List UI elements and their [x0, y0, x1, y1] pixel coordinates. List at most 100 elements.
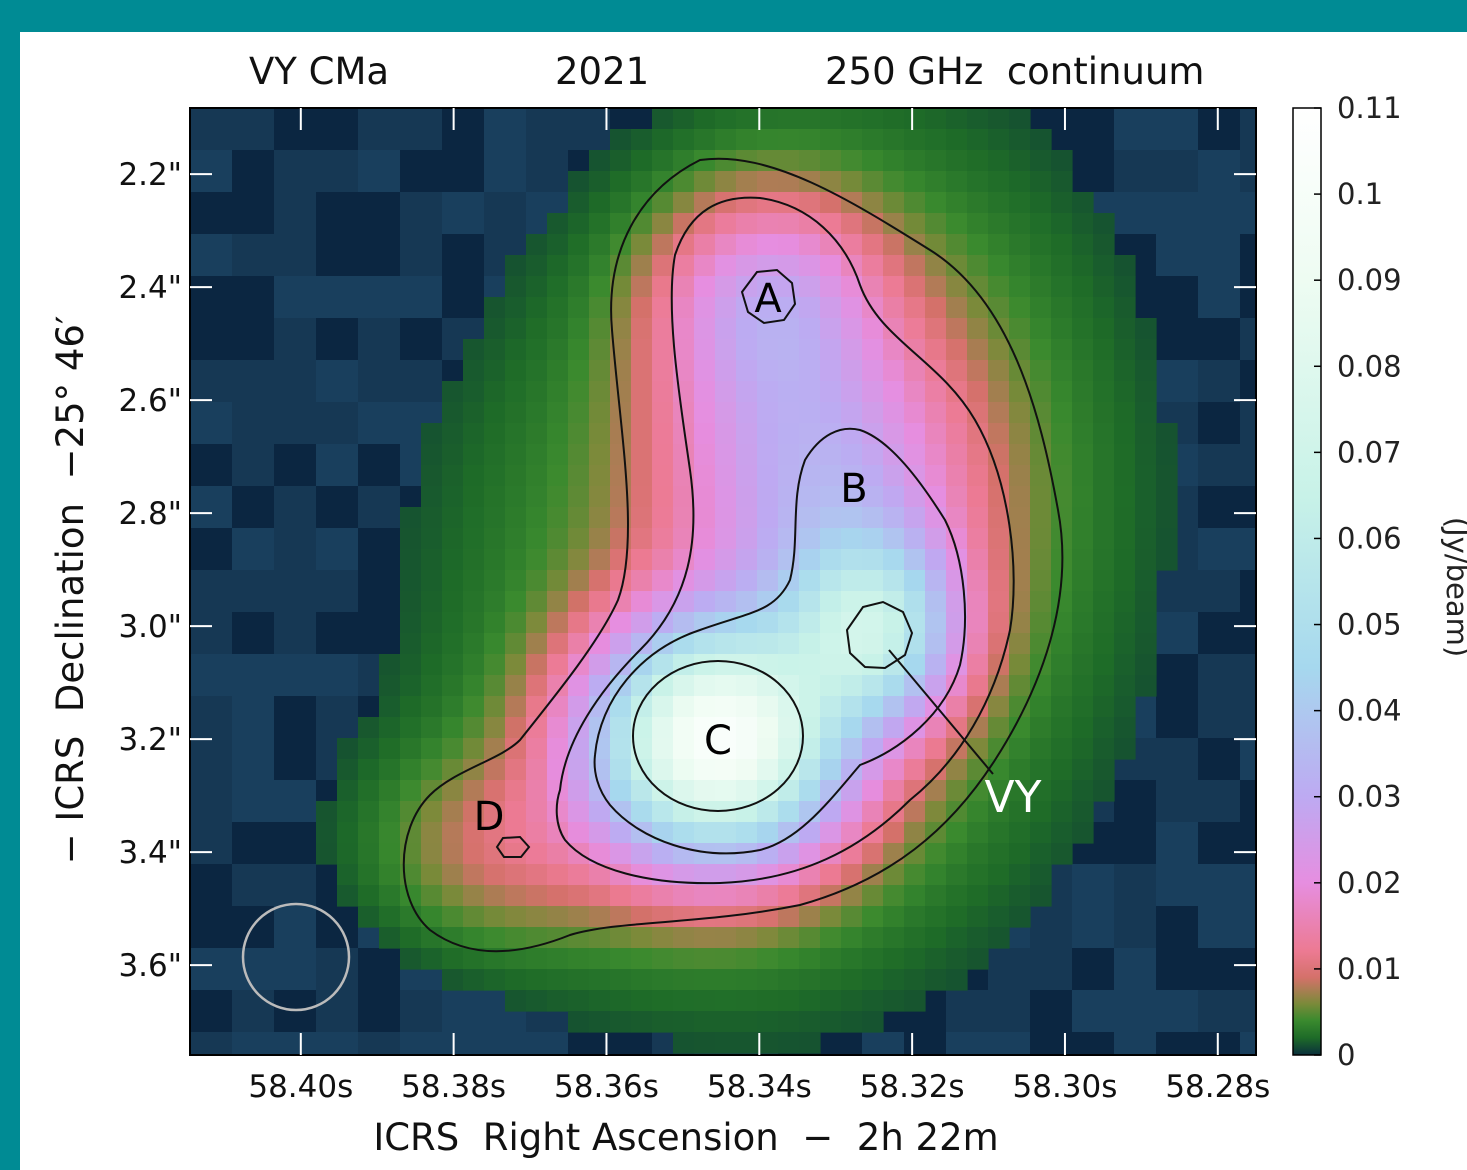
noise-pixel: [400, 1032, 442, 1055]
map-pixel: [589, 675, 611, 697]
map-pixel: [589, 234, 611, 256]
map-pixel: [421, 486, 443, 508]
map-pixel: [988, 822, 1010, 844]
map-pixel: [841, 948, 863, 970]
map-pixel: [988, 129, 1010, 151]
map-pixel: [505, 948, 527, 970]
map-pixel: [862, 150, 884, 172]
map-pixel: [1030, 360, 1052, 382]
map-pixel: [589, 192, 611, 214]
map-pixel: [463, 927, 485, 949]
map-pixel: [526, 906, 548, 928]
map-pixel: [610, 822, 632, 844]
map-pixel: [484, 780, 506, 802]
map-pixel: [778, 381, 800, 403]
map-pixel: [1030, 591, 1052, 613]
map-pixel: [862, 1011, 884, 1033]
map-pixel: [1114, 255, 1136, 277]
map-pixel: [736, 906, 758, 928]
map-pixel: [904, 528, 926, 550]
map-pixel: [631, 129, 653, 151]
map-pixel: [841, 906, 863, 928]
map-pixel: [463, 486, 485, 508]
map-pixel: [820, 276, 842, 298]
noise-pixel: [190, 906, 232, 948]
noise-pixel: [442, 192, 484, 234]
map-pixel: [841, 150, 863, 172]
map-pixel: [988, 192, 1010, 214]
map-pixel: [631, 864, 653, 886]
map-pixel: [631, 675, 653, 697]
noise-pixel: [526, 1032, 568, 1055]
map-pixel: [1135, 570, 1157, 592]
noise-pixel: [232, 612, 274, 654]
map-pixel: [988, 612, 1010, 634]
map-pixel: [631, 276, 653, 298]
map-pixel: [694, 108, 716, 130]
map-pixel: [463, 507, 485, 529]
map-frame: [189, 107, 1257, 1056]
map-pixel: [442, 696, 464, 718]
map-pixel: [673, 297, 695, 319]
map-pixel: [526, 654, 548, 676]
noise-pixel: [316, 990, 358, 1032]
map-pixel: [652, 885, 674, 907]
map-pixel: [358, 906, 380, 928]
map-pixel: [778, 843, 800, 865]
map-pixel: [1114, 507, 1136, 529]
noise-pixel: [232, 234, 274, 276]
map-pixel: [736, 402, 758, 424]
map-pixel: [1093, 486, 1115, 508]
map-pixel: [925, 591, 947, 613]
map-pixel: [1072, 549, 1094, 571]
noise-pixel: [1156, 780, 1198, 822]
map-pixel: [1093, 633, 1115, 655]
map-pixel: [757, 1011, 779, 1033]
map-pixel: [883, 822, 905, 844]
map-pixel: [337, 822, 359, 844]
map-pixel: [778, 927, 800, 949]
map-pixel: [505, 864, 527, 886]
map-pixel: [568, 717, 590, 739]
map-pixel: [757, 549, 779, 571]
map-pixel: [883, 780, 905, 802]
map-pixel: [610, 1011, 632, 1033]
map-pixel: [757, 1032, 779, 1054]
map-pixel: [820, 633, 842, 655]
map-pixel: [946, 465, 968, 487]
map-pixel: [1135, 528, 1157, 550]
map-pixel: [652, 150, 674, 172]
map-pixel: [1072, 675, 1094, 697]
map-pixel: [568, 906, 590, 928]
map-pixel: [925, 192, 947, 214]
map-pixel: [757, 276, 779, 298]
map-pixel: [925, 381, 947, 403]
x-tick-label: 58.36s: [554, 1069, 659, 1105]
map-pixel: [967, 927, 989, 949]
map-pixel: [904, 108, 926, 130]
map-pixel: [1114, 591, 1136, 613]
map-pixel: [484, 969, 506, 991]
noise-pixel: [1240, 822, 1256, 864]
map-pixel: [841, 990, 863, 1012]
noise-pixel: [190, 990, 232, 1032]
map-pixel: [862, 171, 884, 193]
map-pixel: [757, 927, 779, 949]
map-pixel: [652, 276, 674, 298]
map-pixel: [967, 885, 989, 907]
map-pixel: [841, 927, 863, 949]
noise-pixel: [1198, 150, 1240, 192]
map-pixel: [988, 570, 1010, 592]
contours: [402, 157, 1064, 953]
map-pixel: [631, 213, 653, 235]
noise-pixel: [1156, 696, 1198, 738]
map-pixel: [463, 654, 485, 676]
map-pixel: [799, 1032, 821, 1054]
map-pixel: [526, 717, 548, 739]
map-pixel: [652, 234, 674, 256]
map-pixel: [778, 675, 800, 697]
map-pixel: [547, 528, 569, 550]
map-pixel: [442, 528, 464, 550]
map-pixel: [1135, 402, 1157, 424]
map-pixel: [652, 843, 674, 865]
